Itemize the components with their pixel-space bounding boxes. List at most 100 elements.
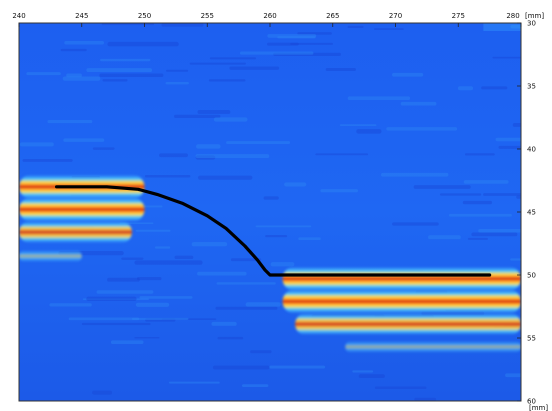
texture-streak — [250, 350, 272, 354]
texture-streak — [143, 205, 163, 208]
texture-streak — [242, 384, 269, 388]
texture-streak — [386, 127, 458, 131]
y-unit-label: [mm] — [529, 404, 548, 411]
texture-streak — [212, 365, 270, 370]
texture-streak — [270, 262, 295, 267]
texture-streak — [352, 370, 374, 373]
texture-streak — [189, 62, 246, 65]
texture-streak — [119, 222, 154, 225]
texture-streak — [211, 321, 237, 326]
texture-streak — [510, 258, 521, 261]
texture-streak — [165, 81, 189, 85]
texture-streak — [174, 255, 194, 260]
texture-streak — [22, 158, 73, 162]
echo-bands — [19, 174, 521, 353]
texture-streak — [102, 79, 128, 82]
texture-streak — [512, 123, 521, 127]
texture-streak — [168, 381, 220, 384]
texture-streak — [134, 336, 160, 339]
texture-streak — [134, 260, 203, 265]
texture-streak — [374, 386, 427, 390]
texture-streak — [428, 235, 461, 240]
texture-streak — [62, 76, 101, 81]
texture-streak — [505, 373, 521, 378]
texture-streak — [217, 336, 244, 340]
texture-streak — [471, 232, 518, 237]
texture-streak — [64, 41, 105, 45]
texture-streak — [66, 73, 82, 78]
texture-streak — [208, 79, 246, 82]
texture-streak — [60, 48, 87, 52]
texture-streak — [139, 296, 193, 299]
texture-streak — [284, 182, 307, 187]
series-layer — [54, 185, 492, 277]
texture-streak — [144, 174, 191, 178]
texture-streak — [196, 144, 221, 149]
y-tick-label: 45 — [527, 209, 536, 217]
y-axis: 30 35 40 45 50 55 60[mm] — [517, 20, 548, 411]
x-tick-label: 270 — [389, 12, 402, 20]
texture-streak — [110, 340, 144, 345]
texture-streak — [121, 257, 144, 260]
texture-streak — [226, 141, 291, 144]
texture-streak — [216, 282, 276, 285]
y-tick-label: 40 — [527, 146, 536, 154]
texture-streak — [498, 145, 521, 149]
texture-streak — [68, 317, 140, 321]
texture-streak — [159, 153, 188, 158]
texture-streak — [298, 237, 321, 241]
texture-streak — [245, 302, 281, 307]
texture-streak — [516, 195, 521, 199]
texture-streak — [400, 101, 437, 106]
texture-streak — [374, 28, 404, 30]
texture-streak — [137, 277, 162, 281]
texture-streak — [290, 42, 334, 45]
texture-streak — [478, 229, 521, 233]
texture-streak — [463, 180, 509, 184]
texture-streak — [230, 258, 262, 262]
texture-streak — [392, 72, 424, 77]
texture-streak — [315, 153, 369, 156]
texture-streak — [510, 24, 521, 29]
echo-band — [345, 340, 521, 353]
texture-streak — [457, 86, 474, 91]
x-tick-label: 260 — [263, 12, 276, 20]
texture-streak — [19, 142, 54, 147]
echo-band — [19, 250, 82, 263]
texture-streak — [107, 41, 179, 47]
texture-streak — [347, 25, 364, 28]
texture-streak — [101, 23, 155, 26]
texture-streak — [86, 68, 153, 73]
x-tick-label: 275 — [452, 12, 465, 20]
texture-streak — [49, 303, 92, 307]
echo-band — [295, 313, 521, 335]
texture-streak — [483, 193, 521, 196]
texture-streak — [448, 213, 512, 217]
texture-streak — [356, 129, 382, 134]
texture-streak — [414, 397, 437, 401]
texture-streak — [462, 200, 492, 205]
texture-streak — [92, 147, 115, 150]
texture-streak — [273, 52, 341, 56]
x-tick-label: 240 — [12, 12, 25, 20]
texture-streak — [325, 68, 356, 71]
y-tick-label: 30 — [527, 20, 536, 28]
texture-streak — [145, 318, 176, 322]
y-tick-label: 60 — [527, 398, 536, 406]
texture-streak — [255, 225, 312, 228]
y-tick-label: 50 — [527, 272, 536, 280]
texture-streak — [213, 117, 248, 122]
texture-streak — [240, 51, 314, 55]
texture-streak — [100, 58, 151, 62]
texture-streak — [197, 110, 231, 114]
texture-streak — [197, 175, 253, 180]
texture-streak — [492, 56, 521, 59]
texture-streak — [63, 138, 105, 142]
x-tick-label: 265 — [326, 12, 339, 20]
texture-streak — [380, 172, 449, 177]
texture-streak — [277, 36, 316, 39]
echo-band — [282, 266, 521, 291]
texture-streak — [481, 86, 508, 90]
texture-streak — [339, 124, 377, 127]
texture-streak — [96, 290, 154, 294]
